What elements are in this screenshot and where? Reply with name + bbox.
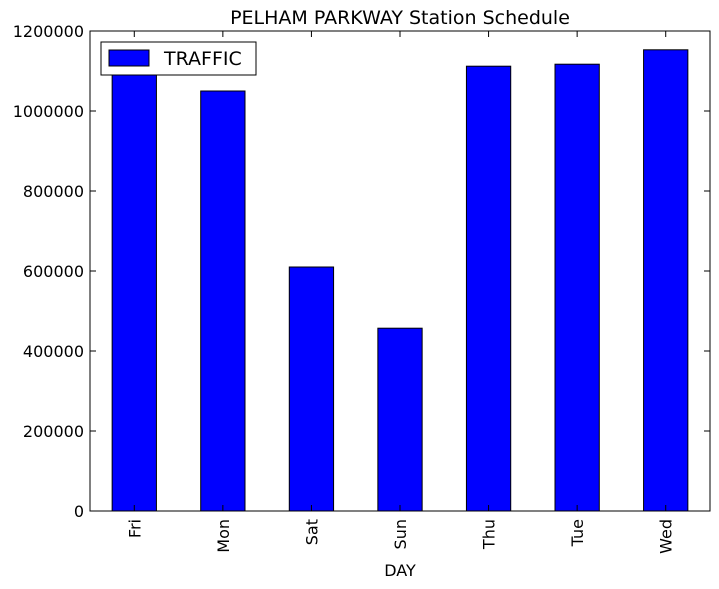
- bar-sun: [377, 327, 423, 512]
- x-tick-label: Mon: [214, 519, 233, 553]
- bar-tue: [554, 63, 600, 512]
- x-tick-label: Sun: [391, 519, 410, 549]
- bar-fri: [111, 74, 157, 512]
- x-axis-title: DAY: [384, 561, 416, 580]
- bars-group: [111, 49, 689, 512]
- y-tick-label: 400000: [23, 342, 84, 361]
- y-tick-label: 800000: [23, 182, 84, 201]
- y-axis-ticks: 0 200000 400000 600000 800000 1000000 1200000: [13, 22, 710, 521]
- x-tick-label: Sat: [302, 519, 321, 545]
- bar-thu: [465, 65, 512, 512]
- bar-wed: [643, 49, 689, 512]
- bar-mon: [200, 90, 246, 512]
- x-tick-label: Wed: [657, 519, 676, 554]
- y-tick-label: 200000: [23, 422, 84, 441]
- y-tick-label: 0: [74, 502, 84, 521]
- bar-sat: [288, 266, 335, 512]
- legend-label: TRAFFIC: [163, 48, 242, 70]
- x-axis-ticks: Fri Mon Sat Sun Thu Tue Wed: [125, 31, 676, 554]
- x-tick-label: Tue: [568, 519, 587, 547]
- y-tick-label: 1000000: [13, 102, 84, 121]
- y-tick-label: 600000: [23, 262, 84, 281]
- chart-title: PELHAM PARKWAY Station Schedule: [230, 7, 570, 29]
- x-tick-label: Fri: [125, 519, 144, 538]
- legend: TRAFFIC: [100, 41, 257, 76]
- x-tick-label: Thu: [480, 519, 499, 550]
- y-tick-label: 1200000: [13, 22, 84, 41]
- plot-frame: [89, 30, 711, 512]
- legend-swatch: [108, 49, 150, 67]
